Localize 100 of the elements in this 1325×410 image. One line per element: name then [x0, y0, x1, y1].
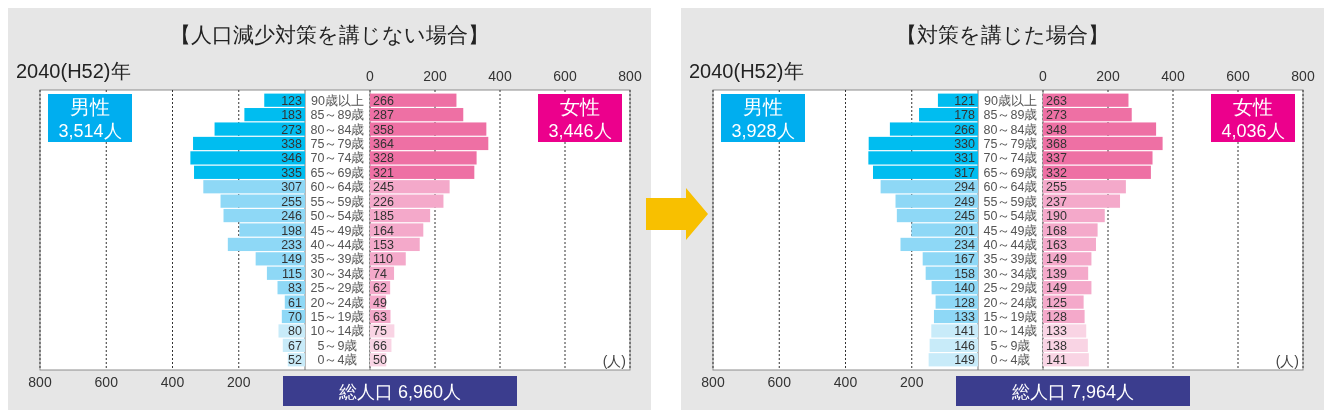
data-label: 168	[1046, 223, 1067, 238]
x-tick-label: 400	[1161, 68, 1185, 84]
x-tick-label: 400	[488, 68, 512, 84]
y-tick-label: 65～69歳	[983, 165, 1038, 180]
y-tick-label: 70～74歳	[983, 151, 1038, 166]
data-label: 266	[373, 93, 394, 108]
data-label: 163	[1046, 237, 1067, 252]
x-tick-label: 800	[28, 374, 52, 390]
x-tick-label: 600	[767, 374, 792, 390]
chart-title: 【人口減少対策を講じない場合】	[170, 23, 489, 46]
data-label: 328	[373, 151, 394, 166]
data-label: 330	[954, 136, 976, 151]
data-label: 273	[281, 122, 303, 137]
text: 女性	[1233, 96, 1273, 118]
data-label: 234	[954, 237, 976, 252]
text: 総人口 7,964人	[1010, 382, 1135, 402]
x-tick-label: 800	[701, 374, 725, 390]
data-label: 178	[954, 108, 976, 123]
x-tick-label: 200	[227, 374, 251, 390]
data-label: 263	[1046, 93, 1067, 108]
data-label: 52	[288, 353, 303, 368]
data-label: 368	[1046, 136, 1067, 151]
x-tick-label: 600	[94, 374, 119, 390]
data-label: 75	[373, 324, 387, 339]
y-tick-label: 15～19歳	[983, 310, 1038, 325]
data-label: 321	[373, 165, 394, 180]
y-tick-label: 10～14歳	[983, 324, 1038, 339]
annotation: (人)	[1275, 353, 1299, 369]
data-label: 237	[1046, 194, 1067, 209]
data-label: 140	[954, 281, 976, 296]
y-tick-label: 5～9歳	[317, 338, 358, 353]
data-label: 67	[288, 338, 303, 353]
x-tick-label: 800	[1291, 68, 1315, 84]
data-label: 287	[373, 108, 394, 123]
y-tick-label: 30～34歳	[983, 266, 1038, 281]
x-tick-label: 200	[1096, 68, 1120, 84]
data-label: 146	[954, 338, 976, 353]
data-label: 128	[954, 295, 976, 310]
data-label: 255	[1046, 180, 1067, 195]
x-tick-label: 600	[553, 68, 577, 84]
data-label: 66	[373, 338, 387, 353]
chart-subtitle: 2040(H52)年	[689, 60, 804, 82]
data-label: 50	[373, 353, 387, 368]
y-tick-label: 90歳以上	[311, 93, 364, 108]
y-tick-label: 15～19歳	[310, 310, 365, 325]
y-tick-label: 35～39歳	[983, 252, 1038, 267]
data-label: 226	[373, 194, 394, 209]
data-label: 331	[954, 151, 976, 166]
annotation: 3,446人	[548, 121, 612, 141]
y-tick-label: 0～4歳	[990, 353, 1031, 368]
y-tick-label: 20～24歳	[983, 295, 1038, 310]
y-tick-label: 50～54歳	[310, 209, 365, 224]
data-label: 245	[954, 209, 976, 224]
text: 男性	[743, 96, 783, 118]
x-tick-label: 200	[423, 68, 447, 84]
data-label: 83	[288, 281, 303, 296]
data-label: 149	[954, 353, 976, 368]
y-tick-label: 30～34歳	[310, 266, 365, 281]
y-tick-label: 20～24歳	[310, 295, 365, 310]
data-label: 332	[1046, 165, 1067, 180]
y-tick-label: 55～59歳	[983, 194, 1038, 209]
y-tick-label: 25～29歳	[983, 281, 1038, 296]
data-label: 249	[954, 194, 976, 209]
x-tick-label: 0	[366, 68, 375, 84]
data-label: 141	[954, 324, 976, 339]
y-tick-label: 45～49歳	[983, 223, 1038, 238]
data-label: 164	[373, 223, 394, 238]
y-tick-label: 60～64歳	[983, 180, 1038, 195]
y-tick-label: 0～4歳	[317, 353, 358, 368]
data-label: 49	[373, 295, 387, 310]
x-tick-label: 600	[1226, 68, 1250, 84]
data-label: 337	[1046, 151, 1067, 166]
data-label: 74	[373, 266, 387, 281]
data-label: 149	[1046, 281, 1067, 296]
y-tick-label: 45～49歳	[310, 223, 365, 238]
data-label: 346	[281, 151, 303, 166]
bar	[203, 180, 305, 194]
y-tick-label: 70～74歳	[310, 151, 365, 166]
data-label: 139	[1046, 266, 1067, 281]
y-tick-label: 75～79歳	[310, 136, 365, 151]
text: 男性	[70, 96, 110, 118]
x-tick-label: 0	[1039, 68, 1048, 84]
data-label: 149	[281, 252, 303, 267]
y-tick-label: 35～39歳	[310, 252, 365, 267]
data-label: 266	[954, 122, 976, 137]
x-tick-label: 400	[833, 374, 858, 390]
data-label: 133	[954, 310, 976, 325]
data-label: 338	[281, 136, 303, 151]
text: 総人口 6,960人	[337, 382, 462, 402]
data-label: 153	[373, 237, 394, 252]
x-tick-label: 400	[160, 374, 185, 390]
y-tick-label: 80～84歳	[310, 122, 365, 137]
data-label: 128	[1046, 310, 1067, 325]
data-label: 335	[281, 165, 303, 180]
y-tick-label: 80～84歳	[983, 122, 1038, 137]
y-tick-label: 90歳以上	[984, 93, 1037, 108]
data-label: 317	[954, 165, 976, 180]
data-label: 364	[373, 136, 394, 151]
data-label: 185	[373, 209, 394, 224]
y-tick-label: 40～44歳	[983, 237, 1038, 252]
